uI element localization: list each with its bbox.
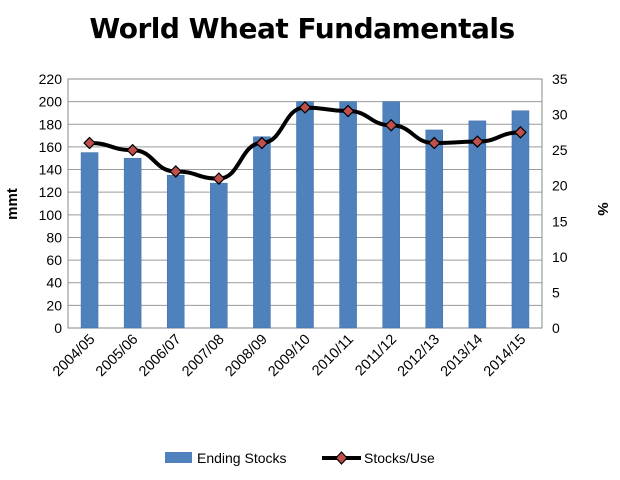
y-axis-right: 0 5 10 15 20 25 30 35	[552, 71, 568, 336]
bar-ending-stocks	[296, 101, 314, 329]
legend-label-ending-stocks: Ending Stocks	[197, 450, 287, 466]
y-tick-label: 0	[54, 320, 62, 336]
y-tick-label: 140	[39, 162, 63, 178]
y2-axis-title: %	[594, 202, 611, 215]
y-tick-label: 180	[39, 116, 63, 132]
bar-ending-stocks	[425, 129, 444, 329]
y-axis-left: 0 20 40 60 80 100 120 140 160 180 200 220	[39, 71, 63, 336]
legend-marker-stocks-use	[335, 451, 348, 465]
marker-stocks-use	[298, 101, 312, 114]
bar-ending-stocks	[382, 101, 400, 329]
marker-stocks-use	[514, 126, 527, 139]
legend-swatch-ending-stocks	[165, 452, 192, 463]
y2-tick-label: 0	[552, 320, 560, 336]
y-tick-label: 220	[39, 71, 63, 87]
y-tick-label: 40	[46, 275, 62, 291]
marker-stocks-use	[169, 165, 183, 178]
bar-ending-stocks	[339, 101, 357, 329]
bar-ending-stocks	[253, 136, 271, 329]
x-tick-label: 2012/13	[395, 332, 443, 380]
y2-tick-label: 30	[552, 107, 568, 123]
y2-tick-label: 15	[552, 213, 568, 229]
y-axis-title: mmt	[4, 188, 21, 220]
line-series	[83, 101, 527, 185]
bar-ending-stocks	[123, 157, 142, 329]
marker-stocks-use	[83, 136, 96, 150]
x-tick-label: 2010/11	[309, 332, 357, 380]
y-tick-label: 120	[39, 184, 63, 200]
y2-tick-label: 5	[552, 284, 560, 300]
marker-stocks-use	[126, 143, 139, 157]
marker-stocks-use	[384, 118, 398, 132]
y-tick-label: 20	[46, 297, 62, 313]
y2-tick-label: 25	[552, 142, 568, 158]
x-tick-label: 2006/07	[136, 332, 184, 380]
y2-tick-label: 20	[552, 178, 568, 194]
x-tick-label: 2004/05	[50, 332, 98, 380]
y2-tick-label: 10	[552, 249, 568, 265]
legend: Ending Stocks Stocks/Use	[165, 450, 435, 466]
bar-ending-stocks	[511, 110, 530, 329]
y-tick-label: 60	[46, 252, 62, 268]
legend-label-stocks-use: Stocks/Use	[364, 450, 435, 466]
marker-stocks-use	[255, 136, 269, 150]
y-tick-label: 80	[46, 229, 62, 245]
x-tick-label: 2009/10	[265, 332, 313, 380]
marker-stocks-use	[212, 172, 226, 185]
y-tick-label: 100	[39, 207, 63, 223]
bar-ending-stocks	[166, 174, 185, 329]
bar-ending-stocks	[210, 182, 228, 329]
x-tick-label: 2008/09	[222, 332, 270, 380]
x-tick-label: 2014/15	[481, 332, 529, 380]
y-tick-label: 160	[39, 139, 63, 155]
x-tick-label: 2007/08	[179, 332, 227, 380]
x-tick-label: 2013/14	[438, 332, 486, 380]
bar-ending-stocks	[80, 152, 99, 329]
bar-ending-stocks	[468, 120, 487, 329]
marker-stocks-use	[471, 135, 484, 148]
marker-stocks-use	[427, 136, 441, 150]
y-tick-label: 200	[39, 94, 63, 110]
x-axis: 2004/052005/062006/072007/082008/092009/…	[50, 332, 529, 380]
x-tick-label: 2011/12	[352, 332, 400, 380]
y2-tick-label: 35	[552, 71, 568, 87]
marker-stocks-use	[341, 104, 355, 118]
x-tick-label: 2005/06	[93, 332, 141, 380]
chart-title: World Wheat Fundamentals	[89, 12, 514, 45]
